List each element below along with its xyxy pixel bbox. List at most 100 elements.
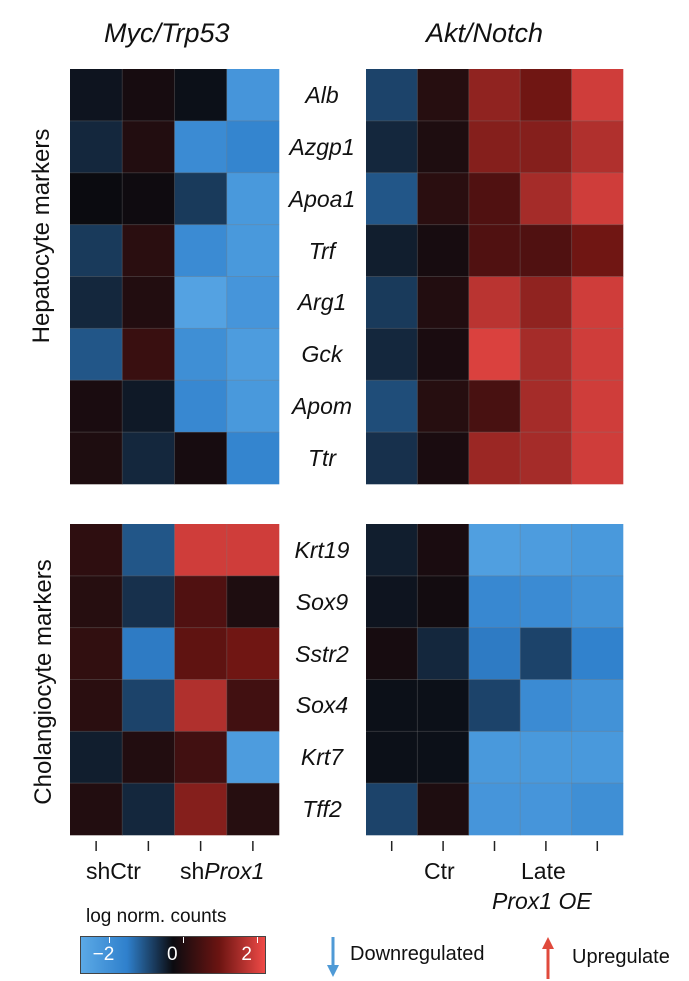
heatmap-cell (174, 120, 228, 174)
heatmap-cell (226, 627, 280, 680)
heatmap-cell (70, 524, 123, 577)
xlabel-shprox1: shProx1 (180, 858, 264, 885)
heatmap-cell (571, 783, 624, 836)
heatmap-cell (226, 679, 280, 732)
heatmap-cell (70, 69, 123, 122)
heatmap-cell (70, 575, 123, 628)
heatmap-cell (226, 120, 280, 174)
gene-label: Azgp1 (289, 133, 355, 160)
heatmap-cell (417, 783, 470, 836)
heatmap-cell (468, 679, 521, 732)
heatmap-cell (366, 380, 418, 433)
heatmap-cell (520, 575, 572, 628)
heatmap-cell (468, 575, 521, 628)
heatmap-cell (226, 276, 280, 329)
heatmap-cell (70, 432, 123, 485)
heatmap-cell (70, 380, 123, 433)
heatmap-cell (174, 380, 228, 433)
heatmap-cell (520, 627, 572, 680)
heatmap-cell (226, 575, 280, 628)
heatmap-cell (174, 524, 228, 577)
down-arrow-icon (327, 937, 339, 977)
heatmap-cell (571, 731, 624, 784)
gene-label: Sox9 (295, 588, 349, 615)
upregulate-label: Upregulate (572, 946, 670, 968)
colorbar-tick-label: 2 (241, 944, 252, 965)
heatmap-cell (520, 224, 572, 277)
heatmap-cell (417, 172, 470, 225)
heatmap-cell (226, 432, 280, 485)
heatmap-cell (417, 731, 470, 784)
heatmap-cell (174, 172, 228, 225)
gene-label: Arg1 (297, 289, 347, 316)
heatmap-cell (70, 224, 123, 277)
heatmap-cell (366, 328, 418, 381)
heatmap-cell (366, 172, 418, 225)
heatmap-cell (417, 120, 470, 174)
gene-label: Gck (301, 341, 343, 368)
heatmap-cell (174, 224, 228, 277)
heatmap-cell (174, 328, 228, 381)
xlabel-shctr: shCtr (86, 858, 141, 884)
heatmap-cell (417, 69, 470, 122)
heatmap-cell (468, 328, 521, 381)
up-arrow-icon (542, 937, 554, 979)
heatmap-cell (226, 380, 280, 433)
heatmap-cell (571, 575, 624, 628)
heatmap-cell (417, 276, 470, 329)
colorbar-tick-mark (108, 937, 110, 943)
heatmap-cell (366, 575, 418, 628)
heatmap-cell (226, 783, 280, 836)
heatmap-cell (70, 328, 123, 381)
heatmap-cell (468, 172, 521, 225)
heatmap-cell (122, 276, 175, 329)
heatmap-cell (520, 731, 572, 784)
heatmap-cell (417, 380, 470, 433)
heatmap-cell (468, 224, 521, 277)
colorbar-tick-label: −2 (92, 944, 115, 965)
xlabel-prox1-oe: Prox1 OE (492, 888, 592, 914)
gene-label: Krt19 (294, 536, 350, 563)
heatmap-cell (70, 627, 123, 680)
colorbar-tick-label: 0 (167, 944, 178, 965)
heatmap-cell (520, 679, 572, 732)
heatmap-cell (122, 627, 175, 680)
gene-label: Sox4 (295, 692, 349, 719)
heatmap-cell (174, 432, 228, 485)
heatmap-cell (571, 432, 624, 485)
heatmap-cell (571, 524, 624, 577)
xlabel-late: Late (521, 858, 566, 884)
title-akt-notch: Akt/Notch (426, 18, 544, 48)
heatmap-cell (571, 224, 624, 277)
heatmap-cell (366, 432, 418, 485)
heatmap-cell (366, 69, 418, 122)
heatmap-cell (70, 679, 123, 732)
gene-label: Tff2 (302, 796, 342, 823)
heatmap-cell (122, 679, 175, 732)
gene-label: Apoa1 (288, 185, 356, 212)
heatmap-cell (520, 276, 572, 329)
heatmap-cell (174, 69, 228, 122)
heatmap-cell (520, 328, 572, 381)
heatmap-cell (122, 432, 175, 485)
heatmap-cell (366, 276, 418, 329)
downregulated-label: Downregulated (350, 943, 485, 965)
heatmap-cell (70, 731, 123, 784)
heatmap-cell (366, 731, 418, 784)
xlabel-shprox1-prefix: sh (180, 858, 205, 884)
heatmap-cell (174, 679, 228, 732)
heatmap-cell (468, 627, 521, 680)
xlabel-ctr: Ctr (424, 858, 455, 884)
heatmap-cell (122, 783, 175, 836)
heatmap-cell (226, 731, 280, 784)
heatmap-cell (366, 679, 418, 732)
gene-label: Apom (291, 393, 353, 420)
gene-label: Krt7 (300, 744, 344, 771)
colorbar-tick-mark (183, 937, 184, 943)
heatmap-cell (174, 731, 228, 784)
heatmap-cell (520, 69, 572, 122)
heatmap-cell (417, 328, 470, 381)
heatmap-cell (468, 524, 521, 577)
gene-label: Trf (308, 237, 336, 264)
heatmap-cell (571, 69, 624, 122)
